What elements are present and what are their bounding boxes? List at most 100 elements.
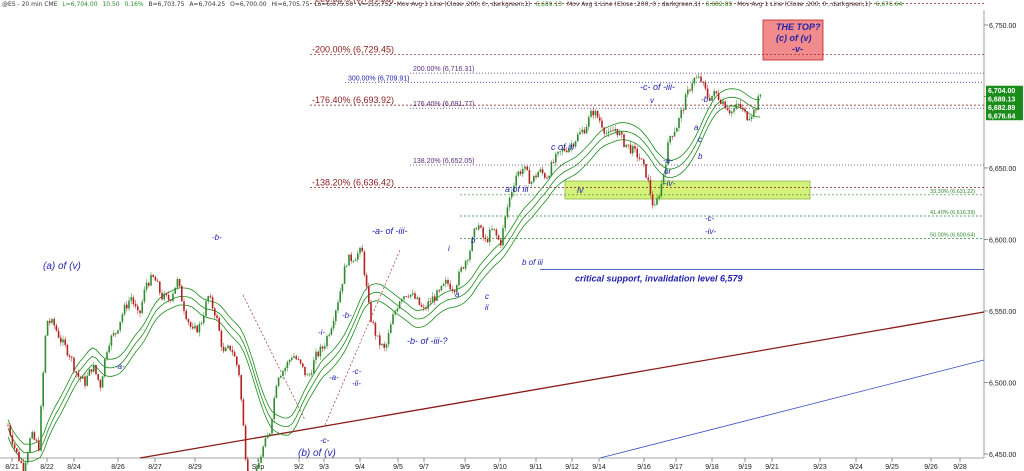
candle-body	[579, 132, 581, 135]
support-line-group: critical support, invalidation level 6,5…	[540, 269, 984, 283]
candle-body	[647, 177, 649, 180]
candle-body	[632, 146, 634, 154]
candle-body	[324, 346, 326, 349]
wave-label: b	[471, 236, 476, 245]
candle-body	[167, 295, 170, 300]
x-tick-label: 9/7	[419, 464, 429, 471]
candle-body	[117, 330, 119, 334]
x-tick-label: 8/29	[188, 464, 202, 471]
x-tick-label: 9/21	[765, 464, 779, 471]
candle-body	[750, 116, 753, 119]
candle-body	[330, 328, 333, 335]
candle-body	[143, 289, 146, 302]
percent-change: 0.16%	[124, 1, 144, 8]
candle-body	[423, 306, 425, 308]
candle-body	[425, 307, 427, 309]
candle-body	[742, 107, 744, 109]
x-tick-label: 9/26	[924, 464, 938, 471]
candle-body	[141, 301, 143, 314]
candle-body	[396, 308, 399, 312]
candle-body	[401, 299, 403, 302]
wave-label: -iv-	[705, 227, 716, 236]
candle-body	[398, 301, 401, 309]
candle-body	[458, 271, 460, 286]
candle-body	[506, 207, 509, 217]
symbol-label: @ES - 20 min CME	[2, 1, 58, 8]
wave-label: -v-	[792, 44, 803, 54]
candle-body	[280, 375, 282, 378]
candle-body	[559, 151, 561, 153]
candle-body	[350, 254, 352, 262]
candle-body	[165, 293, 168, 296]
fib-level-label: -138.20% (6,636.42)	[312, 177, 394, 187]
wave-projection-lines	[242, 249, 401, 426]
candle-body	[295, 356, 297, 360]
candle-body	[669, 136, 671, 143]
candle-body	[464, 260, 467, 269]
candle-body	[724, 101, 726, 109]
candle-body	[229, 345, 231, 351]
candle-body	[112, 332, 115, 336]
candle-body	[588, 117, 590, 127]
candle-body	[636, 148, 638, 158]
wave-label: -b-	[212, 233, 222, 242]
wave-label: i	[448, 244, 450, 253]
candle-body	[541, 169, 544, 174]
candlesticks	[7, 73, 762, 471]
x-tick-label: 9/9	[460, 464, 470, 471]
x-tick-label: 9/25	[885, 464, 899, 471]
candle-body	[27, 452, 29, 463]
candle-body	[717, 93, 720, 100]
wave-label: ii	[485, 303, 489, 312]
candle-body	[106, 352, 108, 360]
candle-body	[163, 293, 165, 300]
candle-body	[759, 95, 762, 97]
candle-body	[731, 111, 733, 114]
candle-body	[698, 76, 700, 78]
candle-body	[605, 133, 608, 134]
candle-body	[651, 194, 654, 206]
candle-body	[302, 363, 304, 367]
candle-body	[409, 294, 412, 297]
last-value-badge	[986, 111, 1023, 121]
candle-body	[352, 260, 355, 262]
x-tick-label: 9/24	[849, 464, 863, 471]
candle-body	[530, 181, 533, 184]
candle-body	[343, 266, 346, 284]
x-tick-label: 9/10	[493, 464, 507, 471]
candle-body	[304, 366, 306, 376]
candle-body	[71, 356, 73, 358]
candle-body	[218, 317, 220, 331]
candle-body	[93, 365, 95, 372]
candle-body	[22, 462, 25, 471]
candle-body	[702, 81, 704, 83]
candle-body	[599, 117, 601, 121]
moving-average-lines	[7, 88, 761, 462]
wave-label: a	[455, 290, 460, 299]
candle-body	[427, 301, 429, 309]
candle-body	[222, 346, 225, 352]
candle-body	[284, 368, 286, 371]
candle-body	[286, 361, 289, 369]
y-tick-label: 6,500.00	[989, 380, 1016, 387]
moving-average-line	[7, 88, 761, 445]
candle-body	[49, 320, 51, 323]
candle-body	[528, 170, 531, 184]
candle-body	[53, 319, 55, 326]
candle-body	[82, 376, 84, 379]
candle-body	[491, 228, 493, 231]
candle-body	[403, 296, 405, 300]
candle-body	[196, 325, 198, 333]
candle-body	[84, 376, 86, 386]
candle-body	[233, 352, 236, 357]
candle-body	[370, 302, 372, 322]
candle-body	[489, 230, 491, 243]
candle-body	[735, 104, 737, 109]
candle-body	[337, 302, 339, 311]
candle-body	[172, 293, 174, 301]
wave-label: -iv-	[664, 179, 675, 188]
candle-body	[187, 319, 190, 323]
candle-body	[266, 435, 269, 439]
last-value-badges: 6,704.00 6,689.136,682.89 6,676.64	[986, 85, 1023, 121]
